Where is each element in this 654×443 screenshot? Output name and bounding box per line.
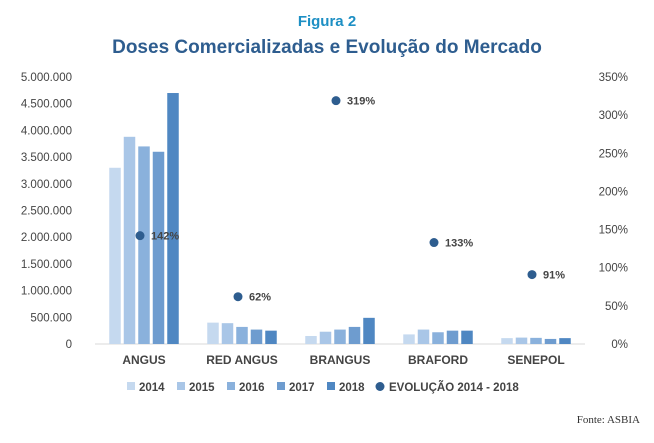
y-right-tick-label: 0% bbox=[611, 339, 628, 351]
evolution-data-label: 142% bbox=[151, 231, 179, 243]
y-left-tick-label: 5.000.000 bbox=[21, 72, 72, 84]
figure-label: Figura 2 bbox=[297, 13, 357, 30]
bar-2016 bbox=[530, 337, 542, 344]
legend-swatch-2018 bbox=[327, 382, 335, 390]
chart-title: Doses Comercializadas e Evolução do Merc… bbox=[112, 37, 542, 58]
bar-2018 bbox=[461, 330, 473, 344]
legend-label: 2015 bbox=[189, 382, 215, 394]
bar-2015 bbox=[417, 329, 430, 344]
bar-2016 bbox=[236, 326, 248, 344]
bar-2015 bbox=[515, 337, 528, 344]
category-label: SENEPOL bbox=[507, 353, 564, 367]
evolution-point bbox=[331, 96, 341, 106]
bar-2017 bbox=[348, 326, 361, 344]
legend-swatch-evolution bbox=[375, 382, 385, 391]
y-right-tick-label: 200% bbox=[599, 186, 628, 198]
bar-2016 bbox=[432, 332, 444, 344]
evolution-data-label: 319% bbox=[347, 96, 375, 108]
evolution-data-label: 62% bbox=[249, 292, 271, 304]
evolution-data-label: 133% bbox=[445, 238, 473, 250]
bar-2015 bbox=[221, 323, 234, 344]
category-label: BRANGUS bbox=[310, 353, 371, 367]
category-label: ANGUS bbox=[122, 353, 165, 367]
bar-2014 bbox=[305, 335, 317, 344]
y-left-tick-label: 500.000 bbox=[30, 312, 72, 324]
bar-2014 bbox=[109, 167, 121, 344]
y-left-tick-label: 4.000.000 bbox=[21, 125, 72, 137]
y-right-tick-label: 150% bbox=[599, 225, 628, 237]
y-left-tick-label: 3.500.000 bbox=[21, 152, 72, 164]
y-right-tick-label: 50% bbox=[605, 301, 628, 313]
y-left-tick-label: 1.500.000 bbox=[21, 259, 72, 271]
bar-2014 bbox=[501, 338, 513, 344]
bar-2016 bbox=[334, 329, 346, 344]
y-right-tick-label: 350% bbox=[599, 72, 628, 84]
bar-2017 bbox=[250, 329, 263, 344]
bar-2016 bbox=[138, 146, 150, 344]
source-note: Fonte: ASBIA bbox=[576, 414, 640, 426]
legend-label: 2018 bbox=[339, 382, 365, 394]
y-left-tick-label: 4.500.000 bbox=[21, 99, 72, 111]
legend-label: EVOLUÇÃO 2014 - 2018 bbox=[389, 381, 519, 394]
y-right-tick-label: 100% bbox=[599, 263, 628, 275]
y-left-tick-label: 3.000.000 bbox=[21, 179, 72, 191]
bar-2018 bbox=[363, 317, 375, 344]
bar-2017 bbox=[544, 338, 557, 344]
bar-2017 bbox=[152, 151, 165, 344]
category-label: BRAFORD bbox=[408, 353, 468, 367]
bar-2018 bbox=[167, 93, 179, 345]
y-left-tick-label: 1.000.000 bbox=[21, 286, 72, 298]
legend-label: 2014 bbox=[139, 382, 165, 394]
y-right-tick-label: 250% bbox=[599, 148, 628, 160]
bar-2018 bbox=[559, 338, 571, 344]
legend-swatch-2015 bbox=[177, 382, 185, 390]
category-label: RED ANGUS bbox=[206, 353, 278, 367]
bar-2014 bbox=[207, 322, 219, 344]
legend-label: 2016 bbox=[239, 382, 265, 394]
y-left-tick-label: 0 bbox=[66, 339, 72, 351]
y-right-tick-label: 300% bbox=[599, 110, 628, 122]
evolution-point bbox=[233, 292, 243, 302]
legend-swatch-2017 bbox=[277, 382, 285, 390]
evolution-point bbox=[527, 270, 537, 280]
bar-2017 bbox=[446, 330, 459, 344]
bar-2018 bbox=[265, 330, 277, 344]
evolution-data-label: 91% bbox=[543, 270, 565, 282]
legend-swatch-2014 bbox=[127, 382, 135, 390]
bar-2015 bbox=[123, 136, 136, 344]
legend-swatch-2016 bbox=[227, 382, 235, 390]
bar-2014 bbox=[403, 334, 415, 344]
y-left-tick-label: 2.500.000 bbox=[21, 206, 72, 218]
legend-label: 2017 bbox=[289, 382, 315, 394]
bar-2015 bbox=[319, 331, 332, 344]
evolution-point bbox=[135, 231, 145, 241]
evolution-point bbox=[429, 238, 439, 248]
y-left-tick-label: 2.000.000 bbox=[21, 232, 72, 244]
